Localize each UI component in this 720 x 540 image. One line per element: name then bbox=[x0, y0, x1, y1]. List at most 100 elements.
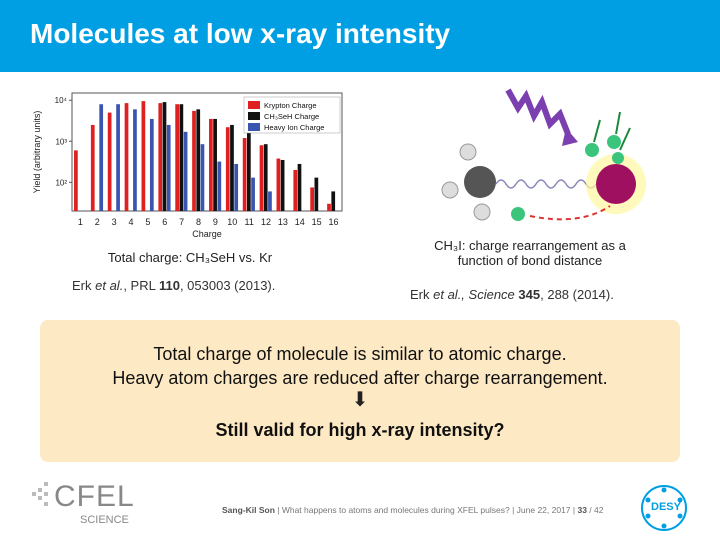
emission-arrow-icon bbox=[615, 111, 621, 135]
legend-label: Krypton Charge bbox=[264, 101, 317, 110]
bar bbox=[213, 118, 217, 211]
bar bbox=[200, 144, 205, 211]
illustration-caption: CH₃I: charge rearrangement as a function… bbox=[410, 238, 650, 268]
bar bbox=[179, 104, 184, 211]
bar bbox=[310, 187, 314, 211]
bar bbox=[230, 124, 234, 211]
cfel-logo-sub: SCIENCE bbox=[80, 514, 129, 526]
footer-info: | What happens to atoms and molecules du… bbox=[274, 505, 578, 515]
bar bbox=[327, 203, 331, 211]
bar bbox=[175, 104, 179, 211]
cfel-logo: CFEL SCIENCE bbox=[28, 478, 148, 528]
electron-icon bbox=[612, 152, 624, 164]
bar bbox=[234, 163, 239, 211]
bar bbox=[251, 177, 255, 211]
carbon-atom-icon bbox=[464, 166, 496, 198]
x-tick-label: 5 bbox=[145, 217, 150, 227]
iodine-atom-icon bbox=[596, 164, 636, 204]
bar bbox=[276, 158, 281, 211]
down-arrow-icon: ⬇ bbox=[351, 389, 369, 411]
legend-label: Heavy Ion Charge bbox=[264, 123, 324, 132]
x-tick-label: 12 bbox=[261, 217, 271, 227]
yield-chart-svg: 1 2 3 4 5 6 7 8 9 10 11 12 13 14 15 1610²10³10⁴ChargeYi… bbox=[32, 92, 343, 239]
y-axis-label: Yield (arbitrary units) bbox=[32, 111, 42, 194]
ref-right-authors: Erk bbox=[410, 287, 434, 302]
bar bbox=[116, 104, 120, 211]
emission-arrow-icon bbox=[619, 127, 631, 151]
emission-arrow-icon bbox=[593, 119, 601, 143]
bar bbox=[246, 131, 251, 211]
bar bbox=[297, 163, 302, 211]
bar bbox=[141, 101, 146, 211]
bar bbox=[293, 169, 298, 211]
legend-swatch bbox=[248, 112, 260, 120]
molecule-illustration bbox=[430, 80, 680, 240]
footer: Sang-Kil Son | What happens to atoms and… bbox=[222, 505, 603, 515]
y-tick-label: 10⁴ bbox=[55, 96, 68, 105]
ref-right-etal: et al., Science bbox=[433, 287, 519, 302]
y-tick-label: 10² bbox=[55, 178, 67, 187]
bond-spring-icon bbox=[495, 179, 597, 189]
slide-title: Molecules at low x-ray intensity bbox=[30, 18, 451, 49]
yield-chart: 1 2 3 4 5 6 7 8 9 10 11 12 13 14 15 16 10² 10³ 10⁴ Charge Yi… bbox=[30, 85, 350, 245]
hydrogen-atom-icon bbox=[473, 203, 491, 221]
bar bbox=[242, 138, 247, 211]
cfel-logo-text: CFEL bbox=[54, 480, 135, 513]
bar bbox=[268, 191, 272, 211]
desy-logo-text: DESY bbox=[651, 501, 681, 513]
hydrogen-atom-icon bbox=[441, 181, 459, 199]
bar bbox=[225, 127, 230, 211]
ref-right-volume: 345 bbox=[518, 287, 541, 302]
title-bar: Molecules at low x-ray intensity bbox=[0, 0, 720, 72]
ref-left-authors: Erk bbox=[72, 278, 96, 293]
x-tick-label: 14 bbox=[295, 217, 305, 227]
bar bbox=[133, 109, 137, 211]
footer-author: Sang-Kil Son bbox=[222, 505, 275, 515]
bar bbox=[209, 118, 213, 211]
x-tick-label: 1 bbox=[78, 217, 83, 227]
bar bbox=[192, 110, 196, 211]
xray-arrowhead-icon bbox=[562, 128, 578, 146]
bar bbox=[149, 118, 154, 211]
bar bbox=[196, 109, 201, 211]
x-tick-label: 3 bbox=[112, 217, 117, 227]
legend-label: CH₃SeH Charge bbox=[264, 112, 319, 121]
ref-left-rest: , 053003 (2013). bbox=[179, 278, 276, 293]
bar bbox=[158, 103, 163, 211]
chart-caption: Total charge: CH₃SeH vs. Kr bbox=[107, 250, 273, 265]
callout-line-2: Heavy atom charges are reduced after cha… bbox=[112, 368, 608, 388]
x-axis-label: Charge bbox=[192, 229, 222, 239]
footer-total: / 42 bbox=[586, 505, 604, 515]
bar bbox=[124, 103, 129, 211]
electron-icon bbox=[585, 143, 599, 157]
bar bbox=[280, 159, 285, 211]
x-tick-label: 7 bbox=[179, 217, 184, 227]
bar bbox=[99, 104, 104, 211]
ref-left-etal: et al. bbox=[95, 278, 124, 293]
legend-swatch bbox=[248, 101, 260, 109]
x-tick-label: 16 bbox=[329, 217, 339, 227]
x-tick-label: 15 bbox=[312, 217, 322, 227]
x-tick-label: 13 bbox=[278, 217, 288, 227]
desy-logo: DESY bbox=[638, 484, 690, 532]
bar bbox=[259, 145, 264, 211]
x-tick-label: 10 bbox=[227, 217, 237, 227]
bar bbox=[162, 102, 167, 211]
x-tick-label: 11 bbox=[245, 217, 254, 227]
bar bbox=[166, 124, 171, 211]
bar bbox=[74, 150, 78, 211]
callout-question: Still valid for high x-ray intensity? bbox=[215, 420, 505, 440]
ref-left-journal: , PRL bbox=[123, 278, 159, 293]
illus-caption-line1: CH₃I: charge rearrangement as a bbox=[434, 238, 626, 253]
bar bbox=[217, 161, 222, 211]
x-tick-label: 2 bbox=[95, 217, 100, 227]
x-tick-label: 8 bbox=[196, 217, 201, 227]
x-tick-label: 4 bbox=[129, 217, 134, 227]
xray-wave-icon bbox=[505, 88, 571, 136]
footer-page: 33 bbox=[577, 505, 587, 515]
bar bbox=[314, 177, 319, 211]
bar bbox=[107, 112, 112, 211]
legend-swatch bbox=[248, 123, 260, 131]
illus-caption-line2: function of bond distance bbox=[457, 253, 603, 268]
x-tick-label: 6 bbox=[162, 217, 167, 227]
